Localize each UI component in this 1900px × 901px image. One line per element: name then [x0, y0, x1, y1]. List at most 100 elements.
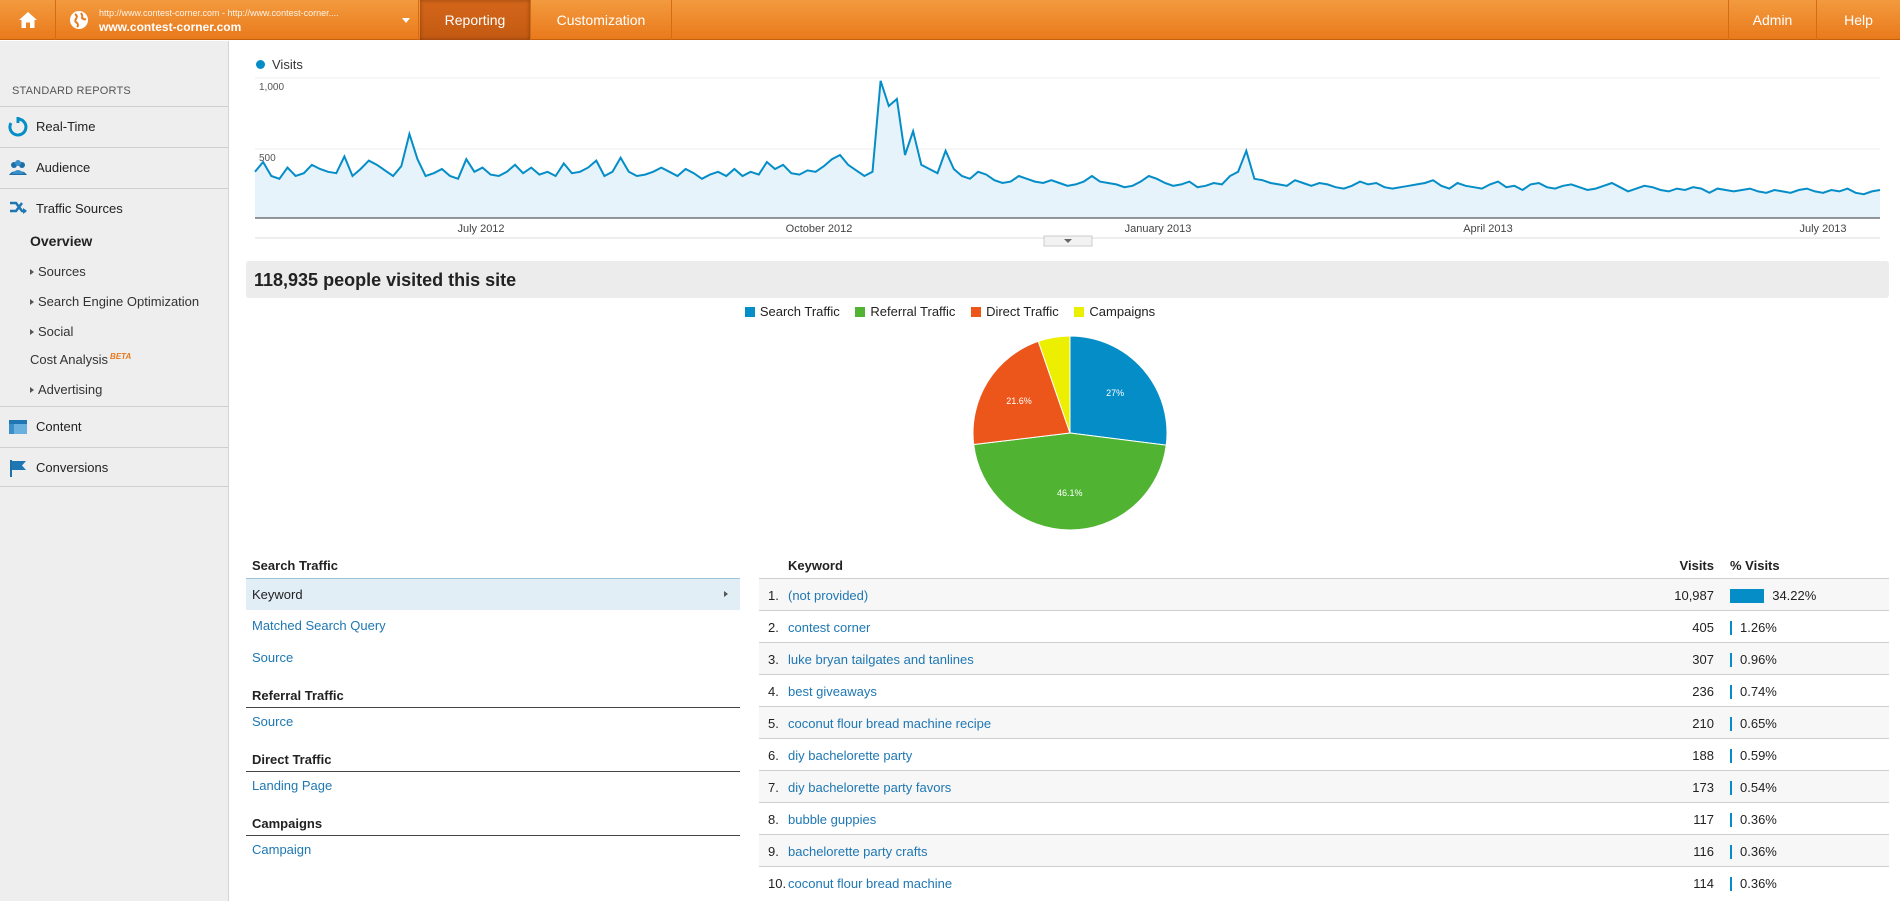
tab-customization[interactable]: Customization — [531, 0, 672, 40]
caret-right-icon — [724, 591, 728, 597]
keyword-column-header[interactable]: Keyword — [788, 558, 843, 573]
pct-visits-bar — [1730, 845, 1732, 859]
sidebar-item-content[interactable]: Content — [0, 406, 229, 446]
row-number: 4. — [768, 684, 779, 699]
legend-item-campaigns[interactable]: Campaigns — [1074, 304, 1155, 319]
pie-slice-referral[interactable] — [973, 432, 1167, 531]
pie-slice-search[interactable] — [1069, 335, 1168, 446]
legend-swatch — [855, 306, 866, 317]
help-link[interactable]: Help — [1816, 0, 1900, 40]
sidebar-item-audience[interactable]: Audience — [0, 147, 229, 187]
keyword-link[interactable]: bachelorette party crafts — [788, 844, 928, 859]
table-row[interactable]: 4. best giveaways 236 0.74% — [759, 674, 1889, 706]
realtime-icon — [8, 117, 28, 137]
keyword-link[interactable]: bubble guppies — [788, 812, 877, 827]
keyword-link[interactable]: best giveaways — [788, 684, 877, 699]
table-row[interactable]: 10. coconut flour bread machine 114 0.36% — [759, 866, 1889, 898]
sidebar-item-label: Real-Time — [36, 119, 96, 134]
x-tick-label: January 2013 — [1125, 223, 1192, 235]
table-row[interactable]: 3. luke bryan tailgates and tanlines 307 0.… — [759, 642, 1889, 674]
pct-visits-value: 0.96% — [1740, 652, 1777, 667]
keyword-link[interactable]: diy bachelorette party favors — [788, 780, 952, 795]
row-number: 10. — [768, 876, 787, 891]
table-row[interactable]: 9. bachelorette party crafts 116 0.36% — [759, 834, 1889, 866]
sidebar-item-traffic-sources[interactable]: Traffic Sources — [0, 188, 229, 448]
pct-visits-bar — [1730, 653, 1732, 667]
sidebar-item-social[interactable]: Social — [30, 324, 73, 339]
caret-right-icon — [30, 298, 34, 305]
nav-item-label: Source — [252, 714, 294, 729]
traffic-sources-icon — [10, 201, 27, 214]
referral-traffic-heading: Referral Traffic — [252, 688, 344, 703]
pct-visits-value: 0.65% — [1740, 716, 1777, 731]
nav-item-referral-source[interactable]: Source — [246, 706, 740, 738]
pct-visits-value: 34.22% — [1772, 588, 1817, 603]
pie-slice-direct[interactable] — [972, 340, 1071, 446]
summary-text: 118,935 people visited this site — [254, 270, 517, 290]
keyword-link[interactable]: coconut flour bread machine recipe — [788, 716, 992, 731]
pct-visits-value: 0.36% — [1740, 812, 1777, 827]
admin-link[interactable]: Admin — [1728, 0, 1816, 40]
visits-chart: 1,000 500 July 2012 October 2012 January… — [254, 77, 1881, 247]
table-row[interactable]: 1. (not provided) 10,987 34.22% — [759, 578, 1889, 610]
nav-item-matched-search-query[interactable]: Matched Search Query — [246, 610, 740, 642]
legend-label: Direct Traffic — [986, 304, 1059, 319]
nav-item-landing-page[interactable]: Landing Page — [246, 770, 740, 802]
legend-swatch — [971, 306, 982, 317]
sidebar-item-label: Audience — [36, 160, 91, 175]
sidebar-item-conversions[interactable]: Conversions — [0, 447, 229, 487]
caret-right-icon — [30, 386, 34, 393]
top-bar: http://www.contest-corner.com - http://w… — [0, 0, 1900, 40]
standard-reports-heading: STANDARD REPORTS — [12, 85, 131, 97]
nav-item-label: Source — [252, 650, 294, 665]
legend-item-referral[interactable]: Referral Traffic — [855, 304, 955, 319]
keyword-link[interactable]: diy bachelorette party — [788, 748, 913, 763]
keyword-link[interactable]: contest corner — [788, 620, 871, 635]
row-number: 1. — [768, 588, 779, 603]
visits-value: 116 — [1693, 844, 1714, 859]
summary-bar: 118,935 people visited this site — [246, 261, 1889, 298]
sidebar-item-overview[interactable]: Overview — [30, 233, 93, 249]
account-selector[interactable]: http://www.contest-corner.com - http://w… — [57, 0, 419, 40]
legend-item-search[interactable]: Search Traffic — [744, 304, 840, 319]
pct-visits-bar — [1730, 877, 1732, 891]
home-button[interactable] — [0, 0, 56, 40]
sidebar-item-sources[interactable]: Sources — [30, 264, 86, 279]
pie-slice-campaigns[interactable] — [1037, 335, 1071, 434]
nav-item-campaign[interactable]: Campaign — [246, 834, 740, 866]
keyword-link[interactable]: luke bryan tailgates and tanlines — [788, 652, 974, 667]
table-row[interactable]: 5. coconut flour bread machine recipe 210 0… — [759, 706, 1889, 738]
table-row[interactable]: 7. diy bachelorette party favors 173 0.54% — [759, 770, 1889, 802]
sidebar-item-cost-analysis[interactable]: Cost Analysis BETA — [30, 352, 131, 367]
table-row[interactable]: 8. bubble guppies 117 0.36% — [759, 802, 1889, 834]
nav-item-keyword[interactable]: Keyword — [246, 578, 740, 610]
row-number: 5. — [768, 716, 779, 731]
divider — [246, 835, 740, 836]
sidebar-item-seo[interactable]: Search Engine Optimization — [30, 294, 199, 309]
sidebar-item-label: Sources — [38, 264, 86, 279]
legend-item-direct[interactable]: Direct Traffic — [971, 304, 1059, 319]
nav-item-search-source[interactable]: Source — [246, 642, 740, 674]
keyword-link[interactable]: coconut flour bread machine — [788, 876, 953, 891]
keyword-link[interactable]: (not provided) — [788, 588, 869, 603]
visits-area — [255, 80, 1880, 218]
nav-item-label: Keyword — [252, 587, 303, 602]
pct-visits-value: 0.36% — [1740, 844, 1777, 859]
sidebar-item-realtime[interactable]: Real-Time — [0, 106, 229, 146]
visits-column-header[interactable]: Visits — [1679, 558, 1714, 573]
pct-visits-bar — [1730, 749, 1732, 763]
direct-traffic-heading: Direct Traffic — [252, 752, 332, 767]
flag-icon — [10, 460, 26, 477]
chart-collapse-handle[interactable] — [1043, 235, 1093, 247]
tab-reporting[interactable]: Reporting — [420, 0, 531, 40]
pct-visits-bar — [1730, 717, 1732, 731]
pct-visits-column-header[interactable]: % Visits — [1730, 558, 1780, 573]
caret-right-icon — [30, 268, 34, 275]
chevron-down-icon — [1064, 239, 1072, 243]
y-tick-label: 1,000 — [259, 82, 284, 93]
row-number: 3. — [768, 652, 779, 667]
site-name: www.contest-corner.com — [99, 20, 242, 34]
table-row[interactable]: 2. contest corner 405 1.26% — [759, 610, 1889, 642]
sidebar-item-advertising[interactable]: Advertising — [30, 382, 102, 397]
table-row[interactable]: 6. diy bachelorette party 188 0.59% — [759, 738, 1889, 770]
